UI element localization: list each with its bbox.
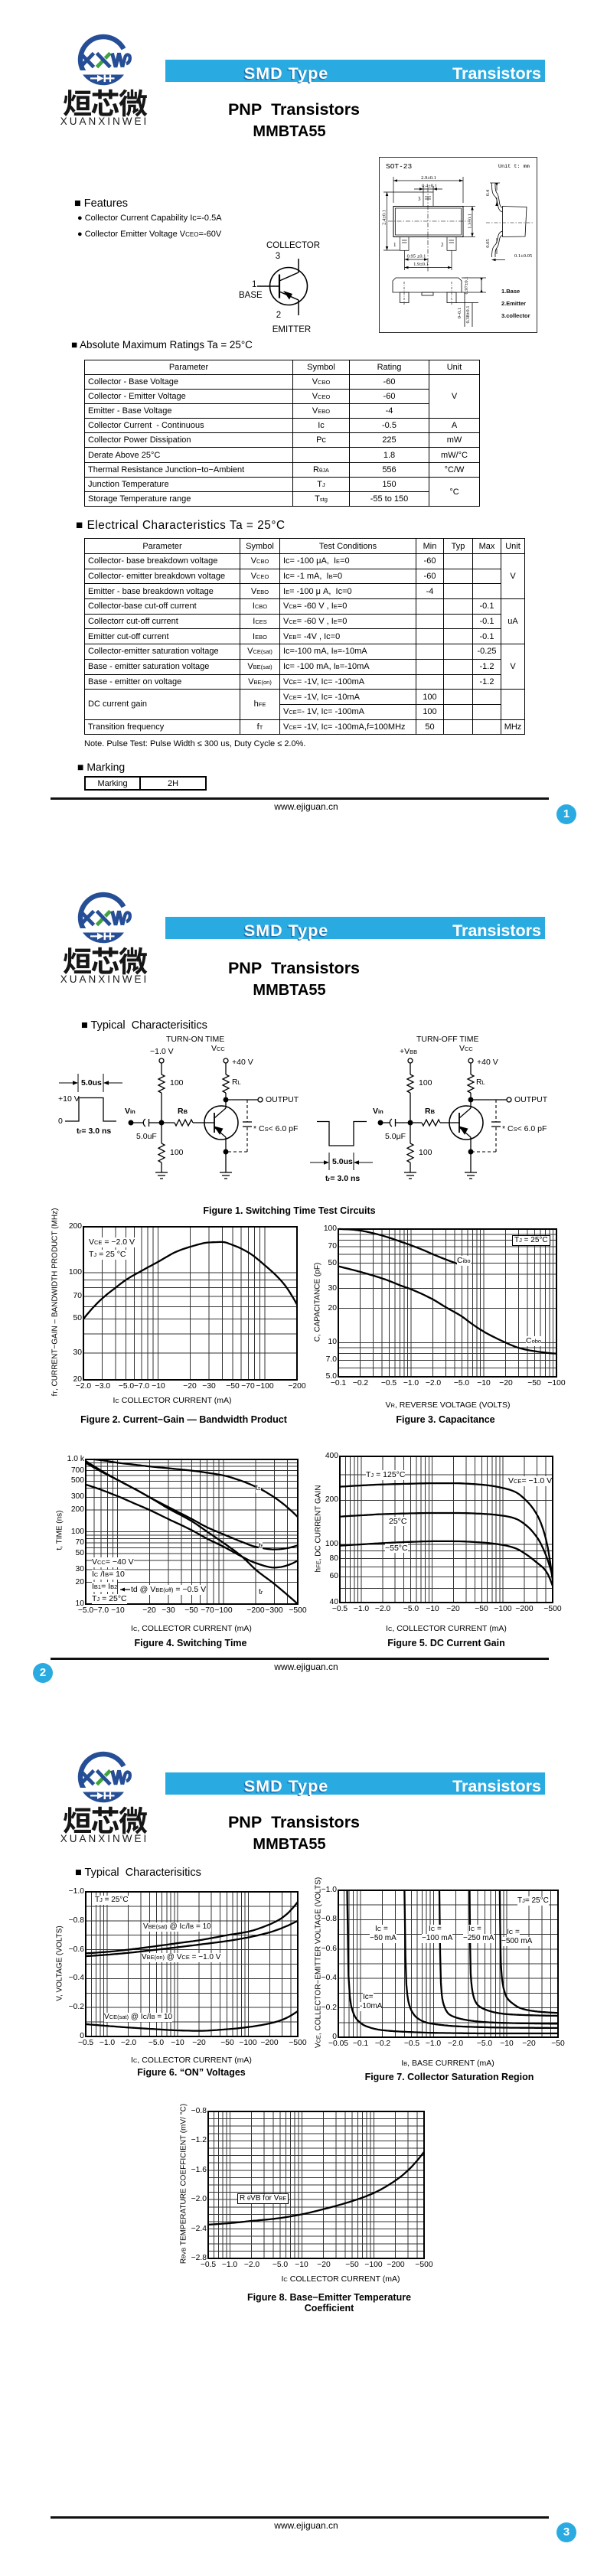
- svg-text:2.4±0.1: 2.4±0.1: [382, 210, 387, 225]
- svg-text:2.Emitter: 2.Emitter: [501, 300, 526, 307]
- svg-text:Unit t: mm: Unit t: mm: [498, 164, 530, 170]
- svg-text:1.3±0.1: 1.3±0.1: [468, 214, 473, 229]
- svg-text:0.97±0.1: 0.97±0.1: [464, 276, 469, 294]
- svg-text:3: 3: [418, 196, 421, 202]
- svg-text:1.9±0.1: 1.9±0.1: [413, 262, 429, 267]
- svg-text:1.Base: 1.Base: [501, 288, 520, 295]
- svg-text:0.4: 0.4: [485, 189, 491, 196]
- svg-text:2.9±0.1: 2.9±0.1: [421, 175, 436, 181]
- svg-text:0–0.1: 0–0.1: [457, 308, 462, 319]
- svg-text:2: 2: [441, 242, 444, 248]
- svg-text:0.05: 0.05: [485, 239, 491, 247]
- svg-text:0.4±0.1: 0.4±0.1: [422, 184, 437, 189]
- svg-text:SOT-23: SOT-23: [386, 162, 413, 171]
- svg-text:0.1±0.05: 0.1±0.05: [514, 253, 532, 259]
- svg-text:0.95 ±0.1: 0.95 ±0.1: [407, 254, 426, 259]
- svg-text:1: 1: [393, 242, 397, 248]
- svg-text:0.38±0.1: 0.38±0.1: [465, 305, 471, 323]
- svg-text:3.collector: 3.collector: [501, 312, 530, 319]
